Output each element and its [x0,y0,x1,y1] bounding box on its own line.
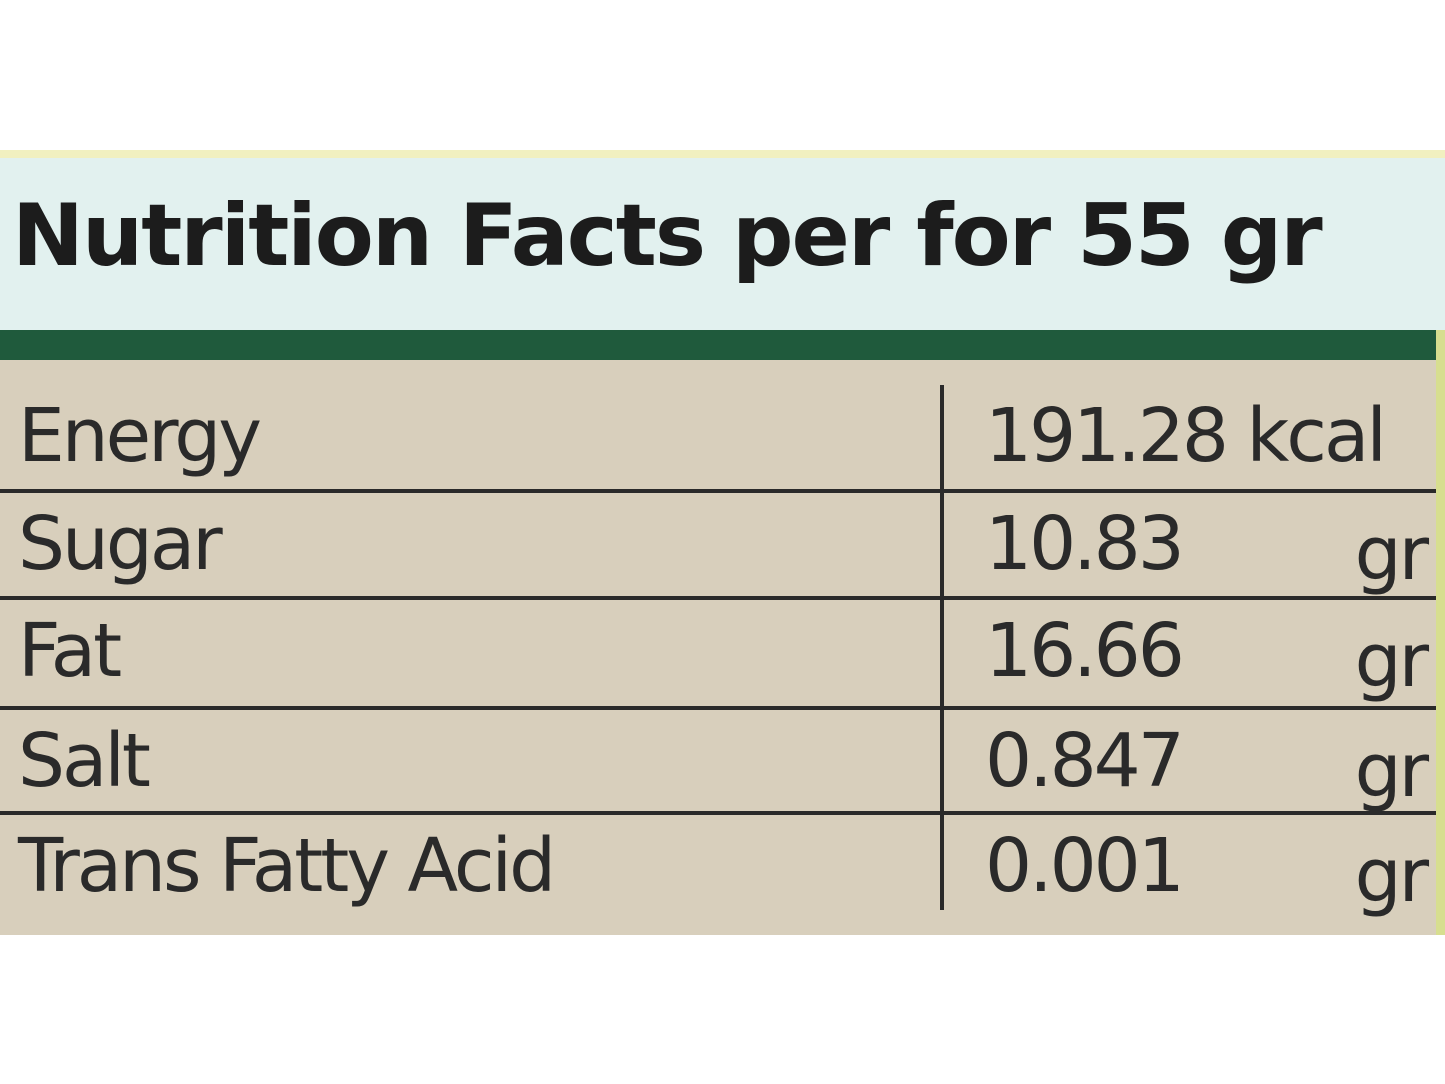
title: Nutrition Facts per for 55 gr [12,186,1323,286]
nutrition-table [0,360,1445,935]
nutrient-value: 191.28 kcal [985,393,1387,479]
nutrient-unit: gr [1354,618,1429,704]
nutrient-unit: gr [1354,728,1429,814]
top-strip [0,150,1445,160]
column-divider [940,385,944,910]
nutrient-value: 16.66 [985,608,1185,694]
nutrient-value: 10.83 [985,501,1185,587]
nutrient-name: Energy [18,393,262,479]
nutrient-unit: gr [1354,833,1429,919]
header-band [0,158,1445,330]
nutrient-name: Fat [18,608,122,694]
nutrient-name: Sugar [18,501,223,587]
nutrient-value: 0.847 [985,718,1185,804]
nutrient-value: 0.001 [985,823,1185,909]
nutrient-name: Salt [18,718,151,804]
header-rule [0,330,1445,360]
table-row: Trans Fatty Acid 0.001 gr [0,815,1436,920]
nutrient-unit: gr [1354,511,1429,597]
nutrient-name: Trans Fatty Acid [18,823,556,909]
table-row: Fat 16.66 gr [0,600,1436,710]
table-row: Energy 191.28 kcal [0,385,1436,493]
edge-strip [1436,330,1445,935]
table-row: Sugar 10.83 gr [0,493,1436,600]
table-row: Salt 0.847 gr [0,710,1436,815]
